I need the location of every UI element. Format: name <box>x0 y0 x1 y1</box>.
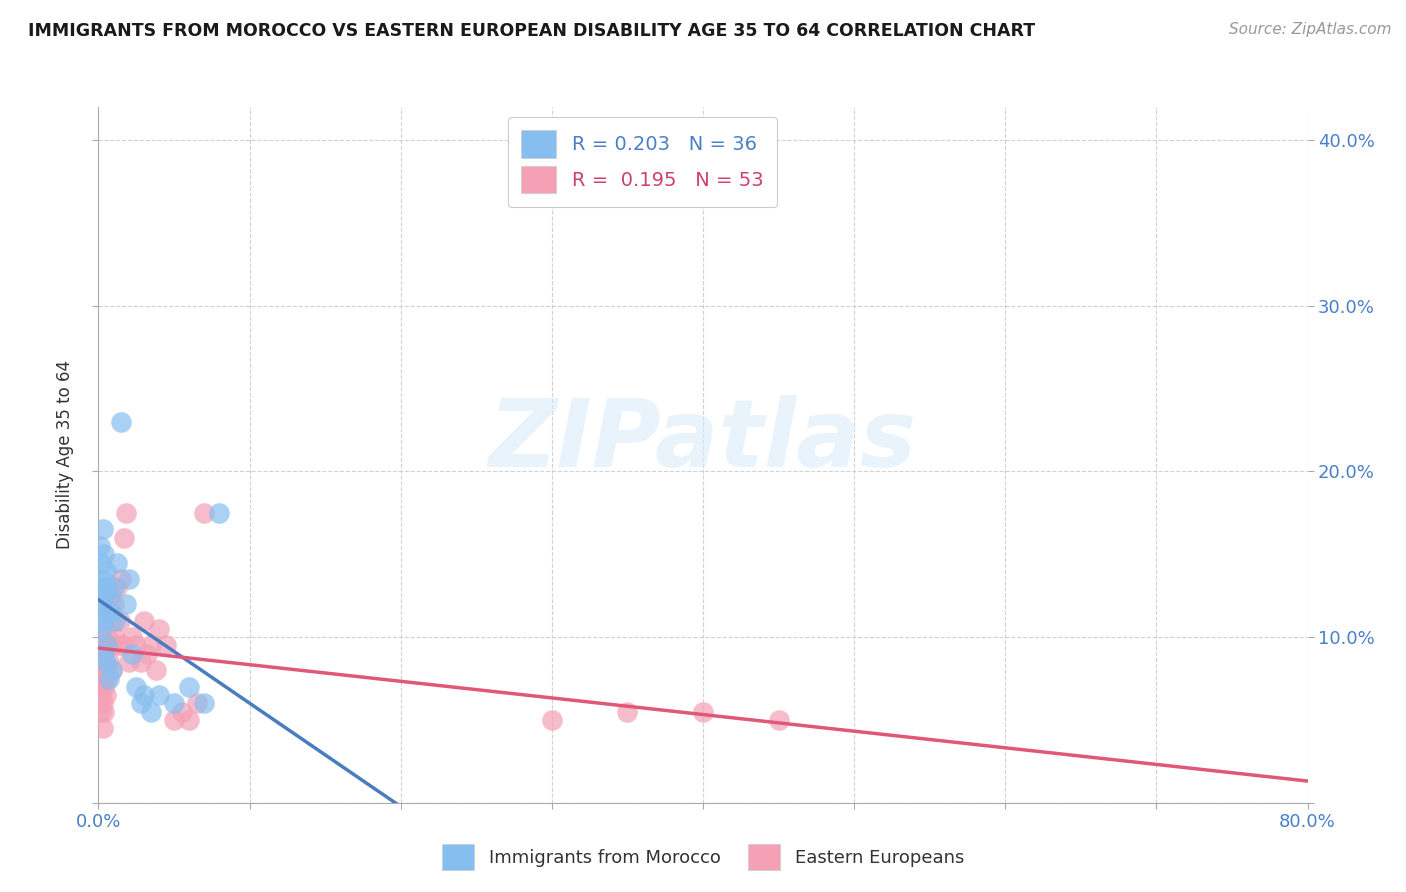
Point <box>141 639 163 653</box>
Point <box>96 639 118 653</box>
Legend: Immigrants from Morocco, Eastern Europeans: Immigrants from Morocco, Eastern Europea… <box>427 830 979 884</box>
Point <box>145 663 167 677</box>
Point <box>101 614 124 628</box>
Point <box>132 688 155 702</box>
Point <box>148 688 170 702</box>
Point <box>692 705 714 719</box>
Text: IMMIGRANTS FROM MOROCCO VS EASTERN EUROPEAN DISABILITY AGE 35 TO 64 CORRELATION : IMMIGRANTS FROM MOROCCO VS EASTERN EUROP… <box>28 22 1035 40</box>
Point <box>105 581 128 595</box>
Point <box>94 688 117 702</box>
Point <box>208 506 231 520</box>
Point <box>94 663 117 677</box>
Point <box>129 697 152 711</box>
Point <box>90 556 112 570</box>
Point <box>89 539 111 553</box>
Point <box>91 614 114 628</box>
Point <box>98 589 121 603</box>
Point <box>89 680 111 694</box>
Point <box>118 655 141 669</box>
Point <box>108 614 131 628</box>
Y-axis label: Disability Age 35 to 64: Disability Age 35 to 64 <box>56 360 75 549</box>
Point <box>103 581 125 595</box>
Point <box>89 655 111 669</box>
Point <box>96 630 118 644</box>
Point <box>132 614 155 628</box>
Point <box>96 581 118 595</box>
Point <box>114 597 136 611</box>
Point <box>114 506 136 520</box>
Point <box>94 639 117 653</box>
Point <box>90 688 112 702</box>
Point <box>93 589 115 603</box>
Point <box>110 415 132 429</box>
Point <box>186 697 208 711</box>
Point <box>170 705 193 719</box>
Point <box>616 705 638 719</box>
Point <box>101 663 124 677</box>
Point <box>125 639 148 653</box>
Point <box>94 655 117 669</box>
Point <box>100 589 122 603</box>
Point <box>107 639 129 653</box>
Point <box>91 697 114 711</box>
Point <box>91 672 114 686</box>
Point <box>96 672 118 686</box>
Point <box>91 523 114 537</box>
Point <box>141 705 163 719</box>
Point <box>118 572 141 586</box>
Point <box>90 639 112 653</box>
Text: ZIPatlas: ZIPatlas <box>489 395 917 487</box>
Point <box>94 605 117 619</box>
Point <box>94 564 117 578</box>
Point <box>89 581 111 595</box>
Point <box>98 672 121 686</box>
Point <box>98 655 121 669</box>
Point <box>121 647 143 661</box>
Point <box>93 647 115 661</box>
Point <box>91 647 114 661</box>
Point <box>104 614 127 628</box>
Point <box>155 639 177 653</box>
Point <box>110 572 132 586</box>
Text: Source: ZipAtlas.com: Source: ZipAtlas.com <box>1229 22 1392 37</box>
Point <box>103 597 125 611</box>
Point <box>540 713 562 727</box>
Point <box>105 556 128 570</box>
Point <box>101 663 124 677</box>
Point <box>179 680 201 694</box>
Point <box>193 697 215 711</box>
Point <box>193 506 215 520</box>
Point <box>90 705 112 719</box>
Point <box>179 713 201 727</box>
Point <box>93 705 115 719</box>
Point <box>129 655 152 669</box>
Point <box>93 655 115 669</box>
Point <box>135 647 157 661</box>
Point <box>90 597 112 611</box>
Point <box>90 672 112 686</box>
Point <box>90 622 112 636</box>
Point <box>104 630 127 644</box>
Point <box>91 622 114 636</box>
Point <box>148 622 170 636</box>
Point <box>93 547 115 561</box>
Point <box>98 605 121 619</box>
Point <box>91 572 114 586</box>
Point <box>93 680 115 694</box>
Point <box>768 713 790 727</box>
Point <box>163 697 186 711</box>
Point <box>100 639 122 653</box>
Point <box>163 713 186 727</box>
Point <box>91 721 114 735</box>
Point <box>111 639 134 653</box>
Point <box>121 630 143 644</box>
Point <box>112 531 135 545</box>
Point <box>125 680 148 694</box>
Point <box>100 605 122 619</box>
